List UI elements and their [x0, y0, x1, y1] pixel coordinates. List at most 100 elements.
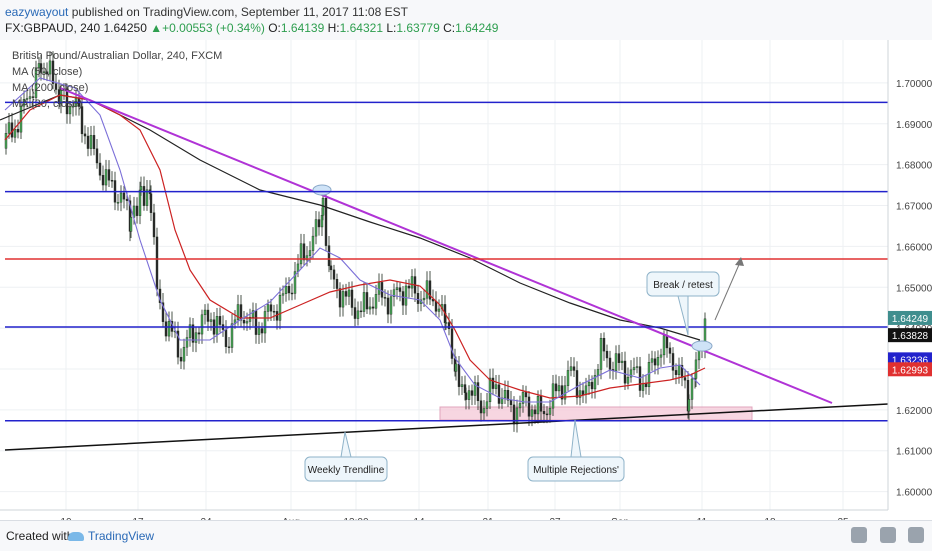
candle — [410, 269, 414, 298]
candle — [687, 394, 691, 421]
price-tag-label: 1.63236 — [892, 355, 929, 366]
candle — [560, 375, 564, 406]
candle — [278, 287, 282, 330]
legend-ma3[interactable]: MA (20, close) — [12, 98, 83, 110]
candle — [521, 385, 525, 413]
candle — [51, 51, 55, 90]
candle — [668, 342, 672, 364]
cloud-icon — [68, 532, 84, 542]
legend-ma2[interactable]: MA (200, close) — [12, 82, 89, 94]
candle — [554, 374, 558, 399]
candle — [338, 282, 342, 317]
candle — [674, 363, 678, 385]
candle — [98, 153, 102, 181]
candle — [374, 284, 378, 316]
created-with-text: Created with — [6, 529, 74, 543]
candle — [416, 284, 420, 312]
candle — [479, 392, 483, 422]
x-tick-label: 17 — [132, 517, 144, 520]
candle — [86, 127, 90, 157]
callout[interactable]: Break / retest — [646, 271, 720, 336]
callout-label: Weekly Trendline — [308, 465, 385, 476]
x-tick-label: 18 — [764, 517, 776, 520]
chart-legend: British Pound/Australian Dollar, 240, FX… — [12, 48, 222, 112]
candle — [620, 351, 624, 371]
candle — [605, 344, 609, 368]
price-tag — [888, 362, 932, 377]
candle — [31, 89, 35, 107]
price-tag-label: 1.62993 — [892, 365, 929, 376]
brand-label: TradingView — [88, 529, 155, 543]
publish-info: eazywayout published on TradingView.com,… — [5, 5, 408, 19]
candle — [179, 348, 183, 369]
candle — [302, 233, 306, 266]
candle — [617, 344, 621, 371]
candle — [596, 364, 600, 386]
candle — [54, 73, 58, 95]
candle — [80, 98, 84, 143]
candle — [236, 294, 240, 326]
x-tick-label: 21 — [482, 517, 494, 520]
candle — [551, 374, 555, 417]
x-tick-label: 10 — [60, 517, 72, 520]
candle — [506, 380, 510, 407]
candle — [518, 395, 522, 417]
candle — [215, 308, 219, 343]
y-tick-label: 1.65000 — [896, 283, 932, 294]
share-icon[interactable] — [908, 527, 924, 543]
callout[interactable]: Multiple Rejections' — [527, 419, 625, 482]
price-tag-label: 1.64249 — [892, 314, 929, 325]
candle — [239, 295, 243, 327]
twitter-icon[interactable] — [851, 527, 868, 543]
candle — [335, 273, 339, 299]
chart-header: eazywayout published on TradingView.com,… — [0, 0, 932, 40]
candle — [572, 357, 576, 378]
callout-box — [646, 271, 720, 297]
candle — [447, 312, 451, 336]
y-tick-label: 1.61000 — [896, 447, 932, 458]
candle — [45, 62, 49, 82]
candle — [48, 51, 52, 81]
share-icons — [843, 527, 924, 548]
candle — [142, 176, 146, 211]
author-link[interactable]: eazywayout — [5, 5, 69, 19]
candle — [116, 193, 120, 211]
candle — [683, 368, 687, 389]
candle — [104, 159, 108, 192]
facebook-icon[interactable] — [879, 527, 896, 543]
candle — [176, 321, 180, 365]
y-tick-label: 1.66000 — [896, 242, 932, 253]
candle — [491, 368, 495, 396]
candle — [566, 360, 570, 391]
callout-box — [304, 456, 388, 482]
candle — [347, 281, 351, 305]
candle — [557, 376, 561, 398]
candle — [284, 277, 288, 302]
legend-ma1[interactable]: MA (50, close) — [12, 66, 83, 78]
ohlc-high: 1.64321 — [339, 21, 384, 35]
ma-20-line — [4, 77, 701, 403]
candle — [425, 271, 429, 305]
candle — [145, 180, 149, 211]
callout[interactable]: Weekly Trendline — [304, 431, 388, 482]
y-tick-label: 1.70000 — [896, 79, 932, 90]
candle — [314, 210, 318, 245]
candle — [401, 285, 405, 315]
candle — [191, 318, 195, 352]
candle — [635, 356, 639, 374]
candle — [482, 400, 486, 422]
x-tick-label: Aug — [282, 517, 300, 520]
candle — [25, 89, 29, 108]
price-chart[interactable]: 1.695251.673411.656901.640271.61735 Week… — [0, 40, 932, 520]
y-tick-label: 1.60000 — [896, 488, 932, 499]
candle — [671, 347, 675, 380]
footer: Created with TradingView — [0, 520, 932, 551]
ohlc-low: 1.63779 — [396, 21, 440, 35]
callout-box — [527, 456, 625, 482]
tradingview-logo[interactable]: TradingView — [68, 529, 154, 543]
x-tick-label: 24 — [200, 517, 212, 520]
candle — [623, 351, 627, 391]
symbol-info: FX:GBPAUD, 240 1.64250 ▲+0.00553 (+0.34%… — [5, 21, 499, 35]
candle — [371, 297, 375, 315]
candle — [194, 326, 198, 353]
